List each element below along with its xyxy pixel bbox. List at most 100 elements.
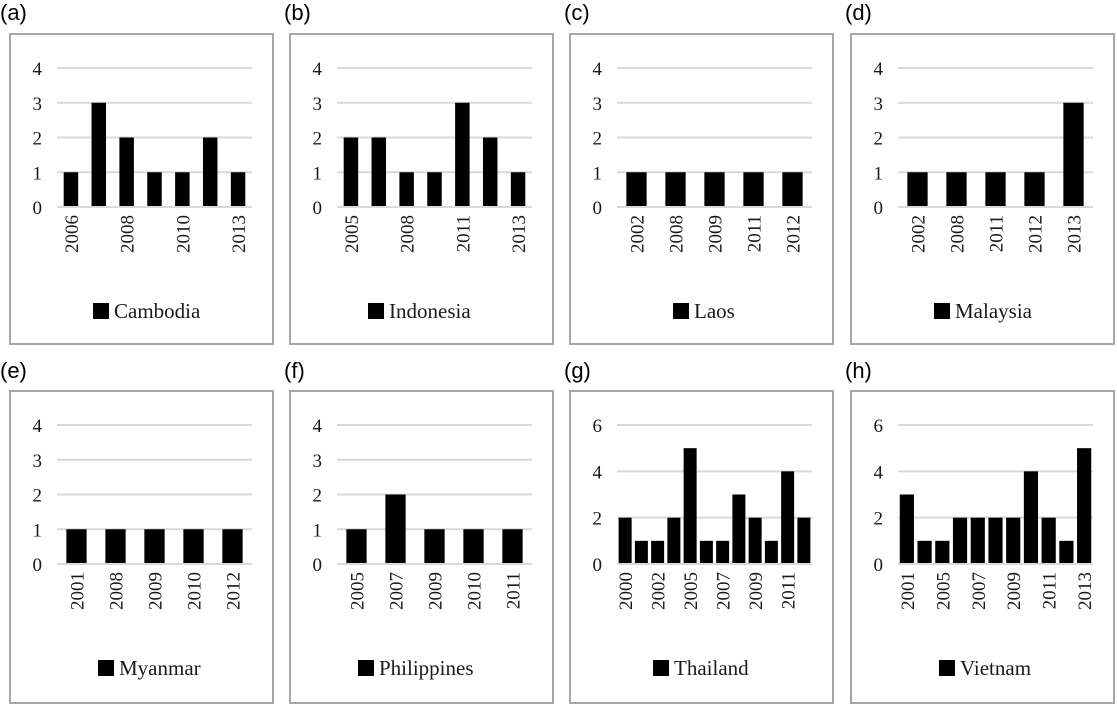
y-tick-label: 4 (313, 59, 323, 80)
y-tick-label: 0 (593, 555, 603, 576)
y-tick-label: 1 (33, 163, 43, 184)
bar-2012 (797, 517, 811, 564)
chart-panel-vietnam: 0 2 4 6 2001 2005 2007 2009 2011 2013 Vietnam (850, 390, 1115, 704)
bar-2001 (899, 494, 914, 564)
legend-swatch (98, 660, 114, 676)
bar-2013 (230, 172, 246, 207)
y-tick-label: 2 (593, 509, 603, 530)
chart-panel-myanmar: 0 1 2 3 4 2001 2008 2009 2010 2012 Myanmar (9, 390, 274, 704)
bar-2008 (732, 494, 746, 564)
x-tick-label: 2007 (714, 572, 735, 610)
x-tick-label: 2005 (342, 215, 363, 253)
panel-label-philippines: (f) (284, 358, 305, 383)
legend-label: Malaysia (955, 299, 1033, 323)
x-tick-label: 2005 (348, 572, 369, 610)
bar-2008 (946, 172, 967, 207)
bar-2007 (716, 540, 730, 564)
x-tick-label: 2005 (681, 572, 702, 610)
panel-label-vietnam: (h) (845, 358, 872, 383)
y-tick-label: 1 (874, 163, 884, 184)
x-tick-label: 2011 (453, 215, 474, 252)
y-tick-label: 2 (313, 486, 323, 507)
x-tick-label: 2012 (784, 215, 805, 253)
chart-panel-thailand: 0 2 4 6 2000 2002 2005 2007 2009 2011 Thailand (569, 390, 834, 704)
x-tick-label: 2008 (107, 572, 128, 610)
x-tick-label: 2008 (398, 215, 419, 253)
bar-2005 (346, 529, 367, 564)
y-tick-label: 0 (313, 198, 323, 219)
x-tick-label: 2013 (1075, 572, 1096, 610)
y-tick-label: 3 (33, 94, 43, 115)
x-tick-label: 2011 (987, 215, 1008, 252)
legend-label: Philippines (379, 656, 474, 680)
y-tick-label: 0 (33, 198, 43, 219)
bar-2008 (399, 172, 414, 207)
x-tick-label: 2006 (62, 215, 83, 253)
y-tick-label: 1 (313, 163, 323, 184)
y-tick-label: 2 (874, 129, 884, 150)
x-tick-label: 2008 (948, 215, 969, 253)
y-tick-label: 3 (313, 451, 323, 472)
bar-2013 (510, 172, 526, 207)
bar-chart-indonesia: 0 1 2 3 4 2005 2008 2011 2013 Indonesia (313, 59, 532, 323)
chart-panel-laos: 0 1 2 3 4 2002 2008 2009 2011 2012 Laos (569, 33, 834, 345)
bar-2002 (626, 172, 647, 207)
bar-2006 (952, 517, 968, 564)
bar-chart-thailand: 0 2 4 6 2000 2002 2005 2007 2009 2011 Thailand (593, 416, 812, 680)
bar-2006 (63, 172, 79, 207)
bar-2002 (651, 540, 665, 564)
legend-swatch (358, 660, 374, 676)
x-tick-label: 2013 (229, 215, 250, 253)
chart-panel-indonesia: 0 1 2 3 4 2005 2008 2011 2013 Indonesia (289, 33, 554, 345)
x-tick-label: 2010 (173, 215, 194, 253)
y-tick-label: 3 (593, 94, 603, 115)
x-tick-label: 2011 (745, 215, 766, 252)
y-tick-label: 3 (313, 94, 323, 115)
y-tick-label: 6 (593, 416, 603, 437)
bar-2009 (1006, 517, 1021, 564)
bar-2012 (1059, 540, 1074, 564)
bar-2011 (743, 172, 764, 207)
legend-swatch (673, 303, 689, 319)
legend-label: Indonesia (389, 299, 471, 323)
bar-2009 (147, 172, 162, 207)
bar-chart-philippines: 0 1 2 3 4 2005 2007 2009 2010 2011 Philippines (313, 416, 532, 680)
x-tick-label: 2009 (746, 572, 767, 610)
x-tick-label: 2005 (933, 572, 954, 610)
x-tick-label: 2002 (628, 215, 649, 253)
bar-2005 (935, 540, 950, 564)
bar-2010 (183, 529, 204, 564)
bar-2001 (634, 540, 648, 564)
x-tick-label: 2008 (118, 215, 139, 253)
y-tick-label: 4 (33, 59, 43, 80)
legend-swatch (653, 660, 669, 676)
x-tick-label: 2010 (465, 572, 486, 610)
bar-chart-vietnam: 0 2 4 6 2001 2005 2007 2009 2011 2013 Vietnam (874, 416, 1097, 680)
y-tick-label: 4 (33, 416, 43, 437)
x-tick-label: 2009 (1004, 572, 1025, 610)
bar-2009 (144, 529, 165, 564)
bar-2010 (175, 172, 190, 207)
bar-2012 (202, 137, 218, 207)
panel-label-malaysia: (d) (845, 0, 872, 25)
y-tick-label: 0 (874, 198, 884, 219)
bar-2008 (988, 517, 1003, 564)
bar-2006 (371, 137, 387, 207)
bar-2007 (970, 517, 985, 564)
chart-panel-philippines: 0 1 2 3 4 2005 2007 2009 2010 2011 Philippines (289, 390, 554, 704)
bar-2012 (782, 172, 803, 207)
y-tick-label: 4 (874, 59, 884, 80)
y-tick-label: 2 (313, 129, 323, 150)
y-tick-label: 2 (33, 486, 43, 507)
x-tick-label: 2009 (146, 572, 167, 610)
y-tick-label: 6 (874, 416, 884, 437)
y-tick-label: 0 (593, 198, 603, 219)
bar-2012 (222, 529, 243, 564)
bar-2011 (985, 172, 1006, 207)
x-tick-label: 2002 (909, 215, 930, 253)
bar-2003 (667, 517, 681, 564)
chart-panel-malaysia: 0 1 2 3 4 2002 2008 2011 2012 2013 Malaysia (850, 33, 1115, 345)
y-tick-label: 0 (313, 555, 323, 576)
x-tick-label: 2002 (649, 572, 670, 610)
bar-2008 (105, 529, 126, 564)
